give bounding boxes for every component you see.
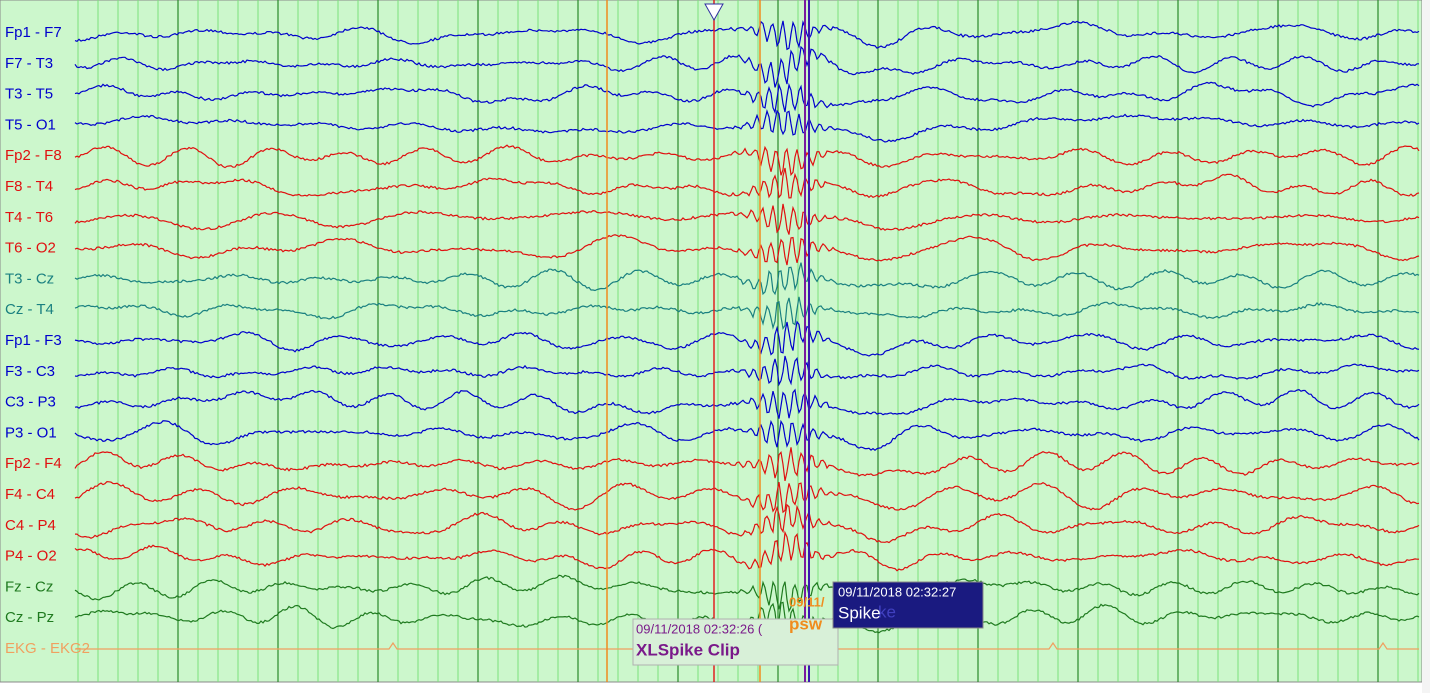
channel-label: Fp1 - F7 [5, 24, 62, 41]
annotation-time: 09/11/ [789, 594, 825, 609]
channel-label: Fp1 - F3 [5, 332, 62, 349]
channel-label: P4 - O2 [5, 548, 57, 565]
eeg-trace [74, 480, 1420, 514]
channel-label: Cz - T4 [5, 301, 54, 318]
channel-label: EKG - EKG2 [5, 640, 90, 657]
eeg-trace [74, 355, 1420, 387]
channel-label: T3 - Cz [5, 270, 54, 287]
eeg-trace [74, 574, 1420, 613]
eeg-trace [74, 19, 1420, 51]
channel-label: F3 - C3 [5, 363, 55, 380]
annotation-time: 09/11/2018 02:32:27 [838, 584, 956, 599]
annotation-xlspike[interactable]: 09/11/2018 02:32:26 ( XLSpike Clip [632, 618, 839, 666]
eeg-trace [74, 234, 1420, 266]
annotation-box [832, 581, 984, 629]
eeg-trace [75, 503, 1420, 544]
channel-label: C4 - P4 [5, 517, 56, 534]
eeg-trace [74, 447, 1420, 482]
annotation-spike[interactable]: 09/11/2018 02:32:27 ke Spike [832, 581, 984, 629]
eeg-canvas [0, 0, 1423, 683]
eeg-trace [74, 419, 1420, 451]
channel-label: T6 - O2 [5, 240, 56, 257]
eeg-trace [74, 45, 1419, 88]
annotation-psw[interactable]: 09/11/ psw [789, 594, 825, 633]
eeg-trace [74, 530, 1419, 572]
marker-triangle[interactable] [704, 3, 724, 22]
eeg-trace [74, 262, 1420, 296]
eeg-trace [74, 296, 1420, 330]
channel-label: T4 - T6 [5, 209, 53, 226]
channel-label: F7 - T3 [5, 55, 53, 72]
annotation-time: 09/11/2018 02:32:26 ( [636, 621, 763, 636]
eeg-trace [74, 81, 1420, 115]
channel-label: Cz - Pz [5, 609, 54, 626]
scrollbar[interactable] [1422, 0, 1430, 693]
channel-label: Fp2 - F8 [5, 147, 62, 164]
eeg-trace [74, 203, 1420, 235]
annotation-label: psw [789, 614, 823, 633]
channel-label: C3 - P3 [5, 394, 56, 411]
channel-label: T3 - T5 [5, 86, 53, 103]
channel-label: P3 - O1 [5, 424, 57, 441]
channel-labels: Fp1 - F7 F7 - T3 T3 - T5 T5 - O1 Fp2 - F8 F8 … [5, 24, 90, 657]
channel-label: F4 - C4 [5, 486, 55, 503]
time-grid [77, 0, 1419, 682]
channel-label: T5 - O1 [5, 116, 56, 133]
eeg-trace [74, 144, 1420, 177]
annotation-hidden-text: ke [878, 602, 896, 621]
channel-label: Fp2 - F4 [5, 455, 62, 472]
annotation-box [632, 618, 839, 666]
eeg-trace [74, 108, 1420, 143]
annotation-label: XLSpike Clip [636, 640, 740, 659]
eeg-trace [74, 320, 1420, 357]
eeg-trace [74, 388, 1420, 419]
channel-label: Fz - Cz [5, 578, 53, 595]
eeg-trace [74, 167, 1420, 199]
annotation-label: Spike [838, 603, 881, 622]
channel-label: F8 - T4 [5, 178, 53, 195]
